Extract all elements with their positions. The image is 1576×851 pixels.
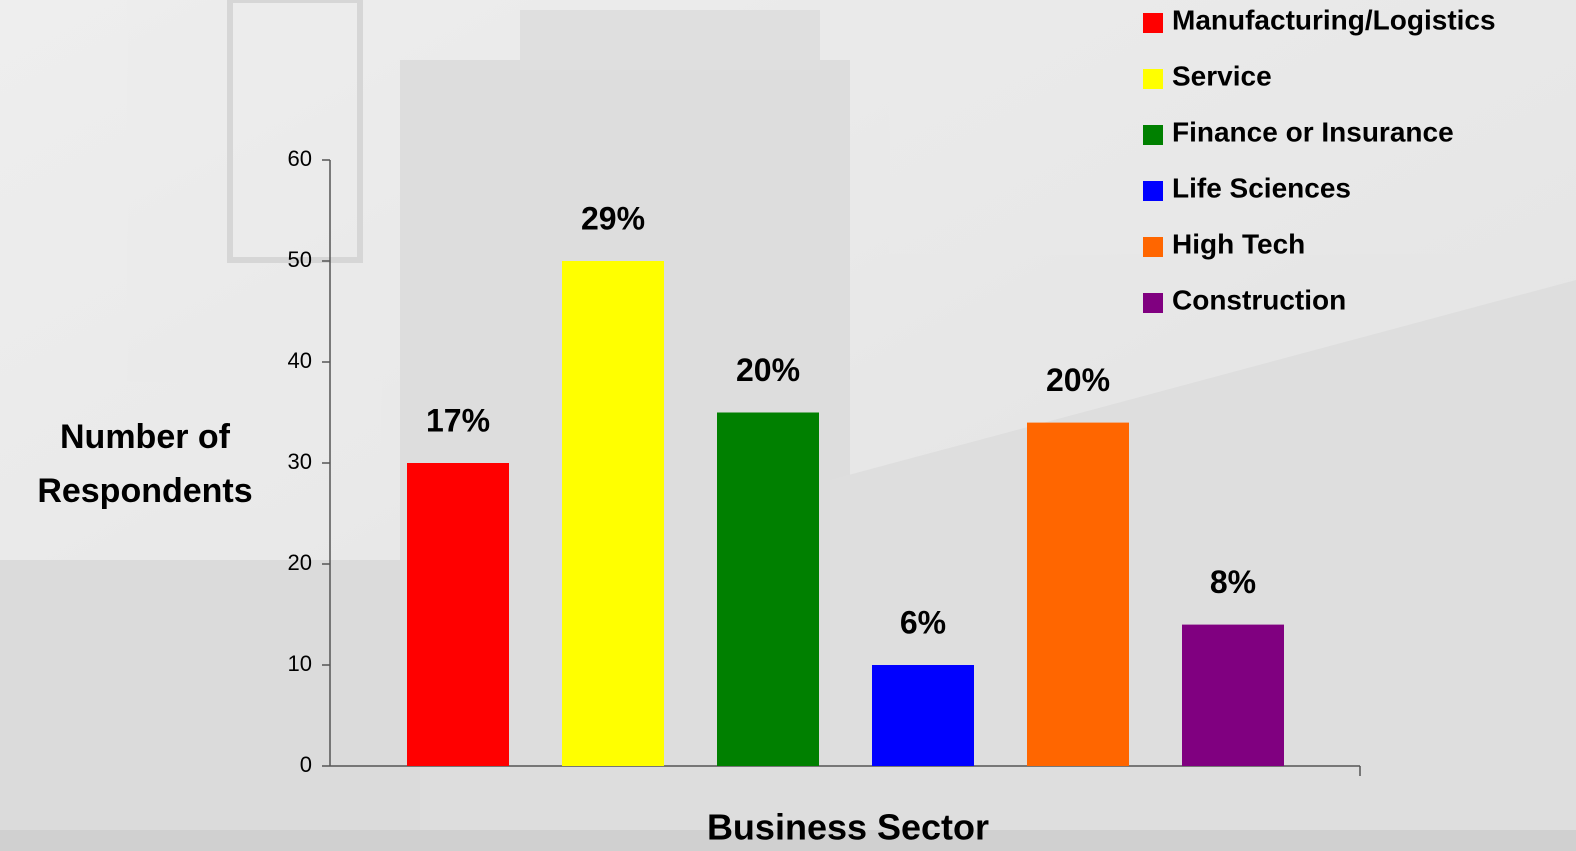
legend-swatch [1143, 237, 1163, 257]
data-label: 8% [1210, 564, 1256, 600]
legend-swatch [1143, 181, 1163, 201]
data-label: 17% [426, 402, 490, 438]
y-tick-label: 40 [288, 348, 312, 373]
legend-label: Finance or Insurance [1172, 116, 1454, 147]
bar [562, 261, 664, 766]
y-tick-label: 60 [288, 146, 312, 171]
legend-swatch [1143, 125, 1163, 145]
x-axis-label: Business Sector [707, 807, 989, 848]
data-label: 29% [581, 200, 645, 236]
y-tick-label: 50 [288, 247, 312, 272]
y-tick-label: 30 [288, 449, 312, 474]
bar [1027, 422, 1129, 766]
bar [407, 463, 509, 766]
legend-label: Life Sciences [1172, 172, 1351, 203]
legend-label: Construction [1172, 284, 1346, 315]
legend-label: Service [1172, 60, 1272, 91]
bar [872, 665, 974, 766]
bar [717, 412, 819, 766]
legend-label: High Tech [1172, 228, 1305, 259]
data-label: 20% [1046, 362, 1110, 398]
legend-swatch [1143, 69, 1163, 89]
y-axis-label: Number of Respondents [37, 418, 253, 510]
y-tick-label: 10 [288, 651, 312, 676]
data-label: 20% [736, 352, 800, 388]
legend-swatch [1143, 13, 1163, 33]
bar [1182, 624, 1284, 766]
legend-swatch [1143, 293, 1163, 313]
legend-label: Manufacturing/Logistics [1172, 4, 1496, 35]
data-label: 6% [900, 604, 946, 640]
y-tick-label: 0 [300, 752, 312, 777]
y-tick-label: 20 [288, 550, 312, 575]
